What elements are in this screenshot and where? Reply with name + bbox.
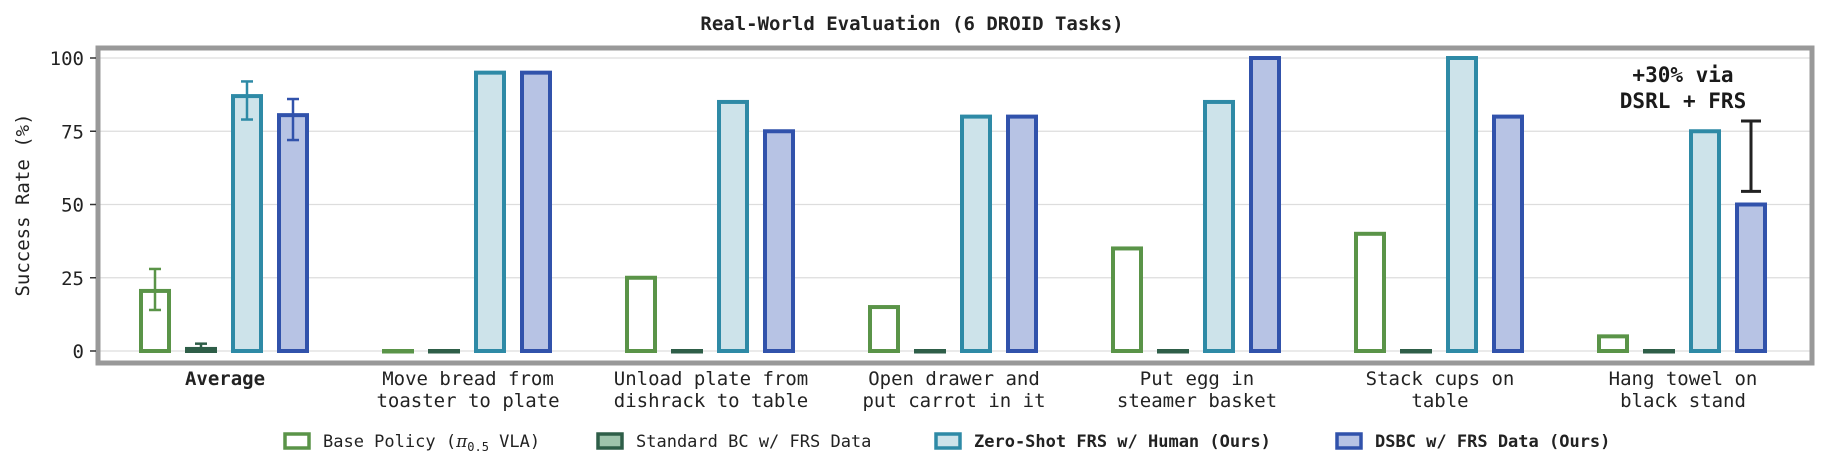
bar-series-2-cat-1 bbox=[474, 70, 506, 354]
legend-label-1: Standard BC w/ FRS Data bbox=[636, 432, 871, 452]
bar-series-1-cat-5 bbox=[1400, 349, 1432, 354]
bar-series-3-cat-6 bbox=[1735, 202, 1767, 353]
legend-swatch-3 bbox=[1335, 432, 1363, 450]
x-tick-label: dishrack to table bbox=[614, 390, 808, 412]
plot-border bbox=[95, 45, 1815, 366]
y-tick-label: 75 bbox=[61, 121, 84, 143]
bar-series-2-cat-4 bbox=[1203, 99, 1235, 353]
bar-series-1-cat-3 bbox=[914, 349, 946, 354]
bar-series-0-cat-6 bbox=[1597, 334, 1629, 354]
x-tick-label: steamer basket bbox=[1117, 390, 1277, 412]
x-tick-label: Put egg in bbox=[1140, 368, 1254, 390]
x-tick-label: Average bbox=[185, 368, 265, 390]
bar-series-2-cat-5 bbox=[1446, 56, 1478, 353]
x-tick-label: Stack cups on bbox=[1366, 368, 1515, 390]
y-tick-label: 0 bbox=[73, 341, 84, 363]
bar-series-3-cat-3 bbox=[1006, 114, 1038, 353]
bar-series-2-cat-6 bbox=[1689, 129, 1721, 353]
bar-series-3-cat-4 bbox=[1249, 56, 1281, 353]
bar-series-0-cat-3 bbox=[868, 305, 900, 353]
legend-label-math: π bbox=[455, 432, 468, 452]
x-tick-label: Move bread from bbox=[382, 368, 554, 390]
chart-title: Real-World Evaluation (6 DROID Tasks) bbox=[700, 13, 1123, 35]
bar-series-3-cat-0 bbox=[277, 113, 309, 354]
legend-swatch-1 bbox=[596, 432, 624, 450]
legend-label-3: DSBC w/ FRS Data (Ours) bbox=[1375, 432, 1610, 452]
bar-series-3-cat-2 bbox=[763, 129, 795, 353]
y-axis-ticks: 0 25 50 75 100 bbox=[50, 48, 96, 363]
x-tick-label: table bbox=[1411, 390, 1468, 412]
legend-label-part: Base Policy ( bbox=[323, 432, 456, 452]
grid-lines bbox=[98, 57, 1812, 352]
legend-swatch-2 bbox=[934, 432, 962, 450]
legend-label-subscript: 0.5 bbox=[467, 440, 489, 454]
x-tick-label: put carrot in it bbox=[862, 390, 1045, 412]
bar-series-1-cat-1 bbox=[428, 349, 460, 354]
legend-label-2: Zero-Shot FRS w/ Human (Ours) bbox=[974, 432, 1271, 452]
bar-series-3-cat-1 bbox=[520, 70, 552, 354]
x-tick-label: Open drawer and bbox=[868, 368, 1040, 390]
y-tick-label: 50 bbox=[61, 195, 84, 217]
legend-label-0: Base Policy (π0.5 VLA) bbox=[323, 432, 540, 454]
y-axis-label: Success Rate (%) bbox=[12, 113, 34, 296]
bar-series-1-cat-4 bbox=[1157, 349, 1189, 354]
bar-series-1-cat-6 bbox=[1643, 349, 1675, 354]
x-tick-label: black stand bbox=[1620, 390, 1746, 412]
y-tick-label: 25 bbox=[61, 268, 84, 290]
bar-series-2-cat-2 bbox=[717, 99, 749, 353]
bar-series-0-cat-2 bbox=[625, 275, 657, 353]
annotation-text: +30% via bbox=[1632, 63, 1733, 87]
bar-series-2-cat-3 bbox=[960, 114, 992, 353]
annotation-text: DSRL + FRS bbox=[1620, 89, 1746, 113]
bar-series-0-cat-5 bbox=[1354, 231, 1386, 353]
bar-series-0-cat-4 bbox=[1111, 246, 1143, 353]
y-tick-label: 100 bbox=[50, 48, 84, 70]
legend-swatch-0 bbox=[283, 432, 311, 450]
x-tick-label: Unload plate from bbox=[614, 368, 808, 390]
legend-label-part: VLA) bbox=[489, 432, 540, 452]
error-bars bbox=[149, 80, 299, 353]
bars bbox=[139, 56, 1767, 354]
bar-series-3-cat-5 bbox=[1492, 114, 1524, 353]
bar-series-0-cat-1 bbox=[382, 349, 414, 354]
bar-series-2-cat-0 bbox=[231, 94, 263, 353]
x-tick-label: Hang towel on bbox=[1609, 368, 1758, 390]
plot-frame bbox=[95, 45, 1815, 366]
x-tick-label: toaster to plate bbox=[376, 390, 559, 412]
bar-series-1-cat-2 bbox=[671, 349, 703, 354]
legend: Base Policy (π0.5 VLA) Standard BC w/ FRS… bbox=[283, 432, 1610, 454]
